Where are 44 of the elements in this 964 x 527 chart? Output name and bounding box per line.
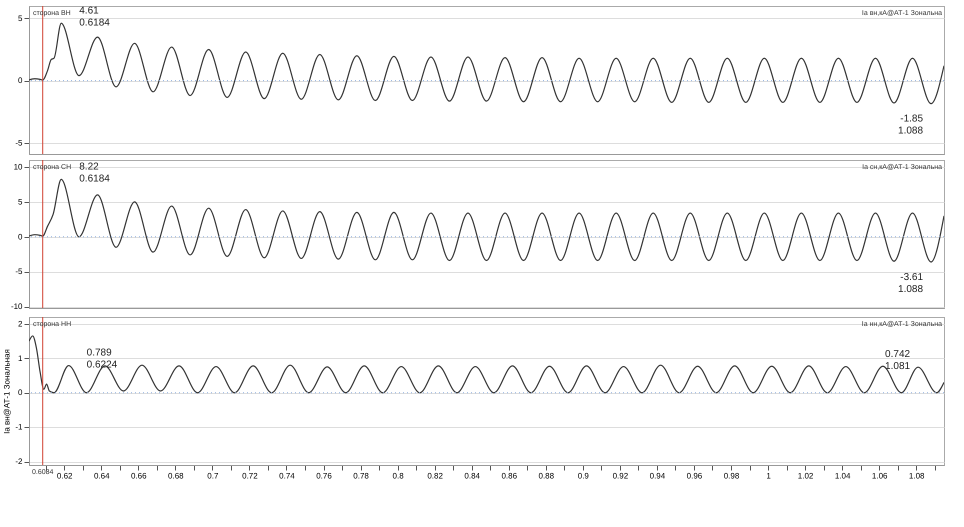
annotation: 0.789 0.6224 [86, 348, 118, 371]
x-tick-label: 0.92 [612, 472, 629, 480]
y-tick-label: -1 [15, 422, 24, 432]
y-tick-label: -5 [15, 267, 24, 276]
x-tick-label: 1.04 [834, 472, 851, 480]
y-tick-label: 5 [18, 197, 24, 206]
y-tick-label: -2 [15, 457, 24, 466]
x-tick-label: 0.62 [56, 472, 74, 480]
x-tick-label: 0.86 [501, 472, 518, 480]
x-tick-label: 0.72 [242, 472, 258, 480]
x-tick-label: 0.78 [353, 472, 370, 480]
annotation: -1.85 1.088 [898, 114, 924, 137]
y-tick-label: 0 [18, 232, 24, 242]
x-tick-label: 1.06 [872, 472, 888, 480]
x-tick-label: 0.66 [130, 472, 148, 480]
annotation: 8.22 0.6184 [79, 161, 110, 184]
y-tick-label: -10 [10, 302, 24, 312]
x-tick-label: 0.8 [392, 472, 404, 480]
x-tick-label: 0.84 [464, 472, 481, 480]
x-tick-label: 0.74 [279, 472, 296, 480]
y-tick-label: 2 [18, 319, 24, 328]
annotation: 0.742 1.081 [885, 349, 910, 372]
y-axis-title: Ia вн@АТ-1 Зональная [2, 349, 12, 434]
x-tick-label: 0.64 [94, 472, 110, 480]
x-tick-label: 0.88 [538, 472, 555, 480]
x-tick-label: 0.7 [207, 472, 219, 480]
x-tick-label: 1 [766, 472, 772, 480]
annotation: -3.61 1.088 [898, 272, 924, 295]
y-tick-label: 0 [18, 76, 24, 86]
y-tick-label: 10 [14, 162, 24, 172]
annotation: 4.61 0.6184 [79, 5, 110, 28]
x-tick-label: 0.98 [724, 472, 740, 480]
y-tick-label: 5 [18, 14, 24, 23]
x-tick-label: 0.9 [578, 472, 590, 480]
y-tick-label: -5 [15, 138, 24, 148]
y-tick-label: 1 [18, 354, 24, 363]
x-tick-label: 0.68 [168, 472, 184, 480]
x-tick-label: 1.08 [908, 472, 926, 480]
x-tick-label: 0.76 [316, 472, 332, 480]
x-tick-label: 0.96 [686, 472, 703, 480]
x-tick-label: 0.94 [650, 472, 666, 480]
y-tick-label: 0 [18, 388, 24, 398]
x-tick-label: 0.82 [427, 472, 444, 480]
x-tick-label: 1.02 [798, 472, 814, 480]
